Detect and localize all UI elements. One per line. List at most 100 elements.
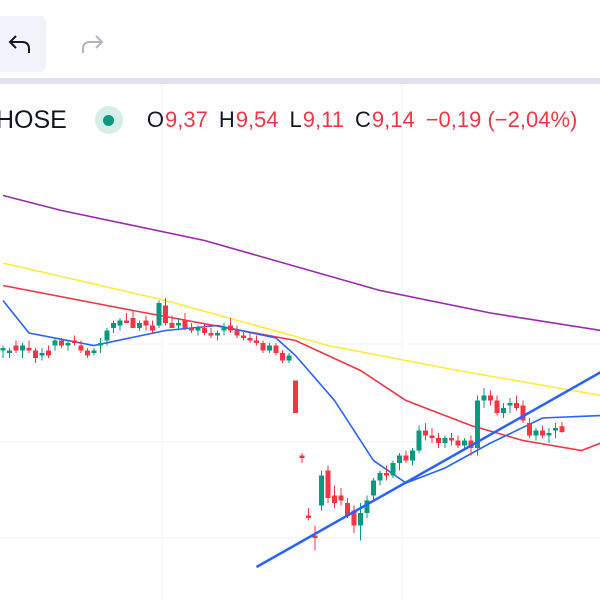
candle-body xyxy=(26,348,32,351)
candle-body xyxy=(553,428,558,431)
candle-body xyxy=(306,515,311,518)
redo-arrow-icon xyxy=(82,35,104,53)
candle-body xyxy=(481,395,487,401)
candle-body xyxy=(533,430,539,436)
candle-body xyxy=(189,328,194,331)
candle-body xyxy=(13,345,19,351)
moving-average-line xyxy=(2,284,600,452)
candle-body xyxy=(501,408,506,413)
candle-body xyxy=(124,320,129,323)
high-label: H xyxy=(218,107,235,132)
candle-body xyxy=(72,340,77,343)
ohlc-legend: HOSE O 9,37 H 9,54 L 9,11 C 9,14 −0,19 (−2,0… xyxy=(0,100,588,140)
candle-body xyxy=(423,430,428,436)
low-value: 9,11 xyxy=(302,107,344,132)
candle-body xyxy=(377,473,383,481)
candle-body xyxy=(293,380,298,413)
close-value: 9,14 xyxy=(371,107,415,132)
candle-body xyxy=(280,353,285,361)
candle-body xyxy=(7,350,12,353)
candle-body xyxy=(163,305,168,323)
undo-button[interactable] xyxy=(0,16,46,72)
candle-body xyxy=(540,430,545,436)
candle-body xyxy=(475,400,480,448)
candle-body xyxy=(358,513,363,526)
candle-body xyxy=(410,450,415,461)
candle-body xyxy=(156,303,162,326)
candle-body xyxy=(215,333,220,336)
candle-body xyxy=(286,355,292,361)
candle-body xyxy=(241,335,246,338)
candle-body xyxy=(312,535,318,538)
candle-body xyxy=(507,403,513,406)
moving-average-line xyxy=(2,300,600,484)
candle-body xyxy=(351,510,357,526)
trendline xyxy=(255,371,600,569)
open-label: O xyxy=(146,107,164,132)
candle-body xyxy=(260,343,266,351)
candle-body xyxy=(267,345,272,351)
candle-body xyxy=(117,320,123,326)
candle-body xyxy=(46,350,51,356)
candle-body xyxy=(137,323,142,328)
candle-body xyxy=(104,330,110,341)
candle-body xyxy=(85,350,90,356)
candle-body xyxy=(559,426,565,432)
candle-body xyxy=(416,430,422,451)
candle-body xyxy=(527,423,532,436)
market-open-dot-icon xyxy=(94,106,123,134)
candle-body xyxy=(338,495,344,501)
candle-body xyxy=(364,500,370,513)
candle-body xyxy=(98,343,103,346)
candle-body xyxy=(33,350,38,358)
candle-body xyxy=(208,333,214,336)
candle-body xyxy=(384,473,389,476)
candle-body xyxy=(325,470,331,498)
candle-body xyxy=(455,440,461,446)
candle-body xyxy=(143,320,149,326)
candle-body xyxy=(169,323,175,328)
candle-body xyxy=(514,403,519,408)
candle-body xyxy=(254,340,259,343)
candle-body xyxy=(397,455,402,463)
candle-body xyxy=(52,340,58,346)
symbol-exchange[interactable]: HOSE xyxy=(0,105,67,134)
candle-body xyxy=(91,350,97,353)
candle-body xyxy=(65,343,71,346)
candle-body xyxy=(488,395,493,401)
candle-body xyxy=(202,328,207,333)
candle-body xyxy=(59,340,64,346)
candle-body xyxy=(520,405,526,421)
candle-body xyxy=(247,338,253,341)
candle-body xyxy=(182,320,188,328)
candle-body xyxy=(494,400,500,413)
open-value: 9,37 xyxy=(164,107,208,132)
candle-body xyxy=(78,345,84,351)
candle-body xyxy=(221,328,227,331)
candle-body xyxy=(546,433,552,436)
candle-body xyxy=(390,463,396,476)
candle-body xyxy=(449,438,454,441)
candle-body xyxy=(176,323,181,326)
toolbar xyxy=(0,0,600,80)
candle-body xyxy=(332,495,337,503)
candle-body xyxy=(150,325,155,331)
change-value: −0,19 (−2,04%) xyxy=(425,107,578,132)
candle-body xyxy=(39,353,45,356)
candle-body xyxy=(111,323,116,328)
candle-body xyxy=(462,440,467,446)
low-label: L xyxy=(289,107,302,132)
candle-body xyxy=(20,345,25,351)
candle-body xyxy=(0,348,6,351)
moving-average-line xyxy=(2,262,600,397)
price-chart[interactable] xyxy=(0,84,600,600)
candle-body xyxy=(228,325,233,331)
redo-button[interactable] xyxy=(66,16,118,72)
candle-body xyxy=(371,480,376,496)
moving-average-line xyxy=(2,194,600,332)
candle-body xyxy=(429,435,435,438)
toolbar-divider xyxy=(0,78,600,84)
candle-body xyxy=(345,503,350,516)
candle-body xyxy=(319,475,324,506)
candle-body xyxy=(234,330,240,336)
